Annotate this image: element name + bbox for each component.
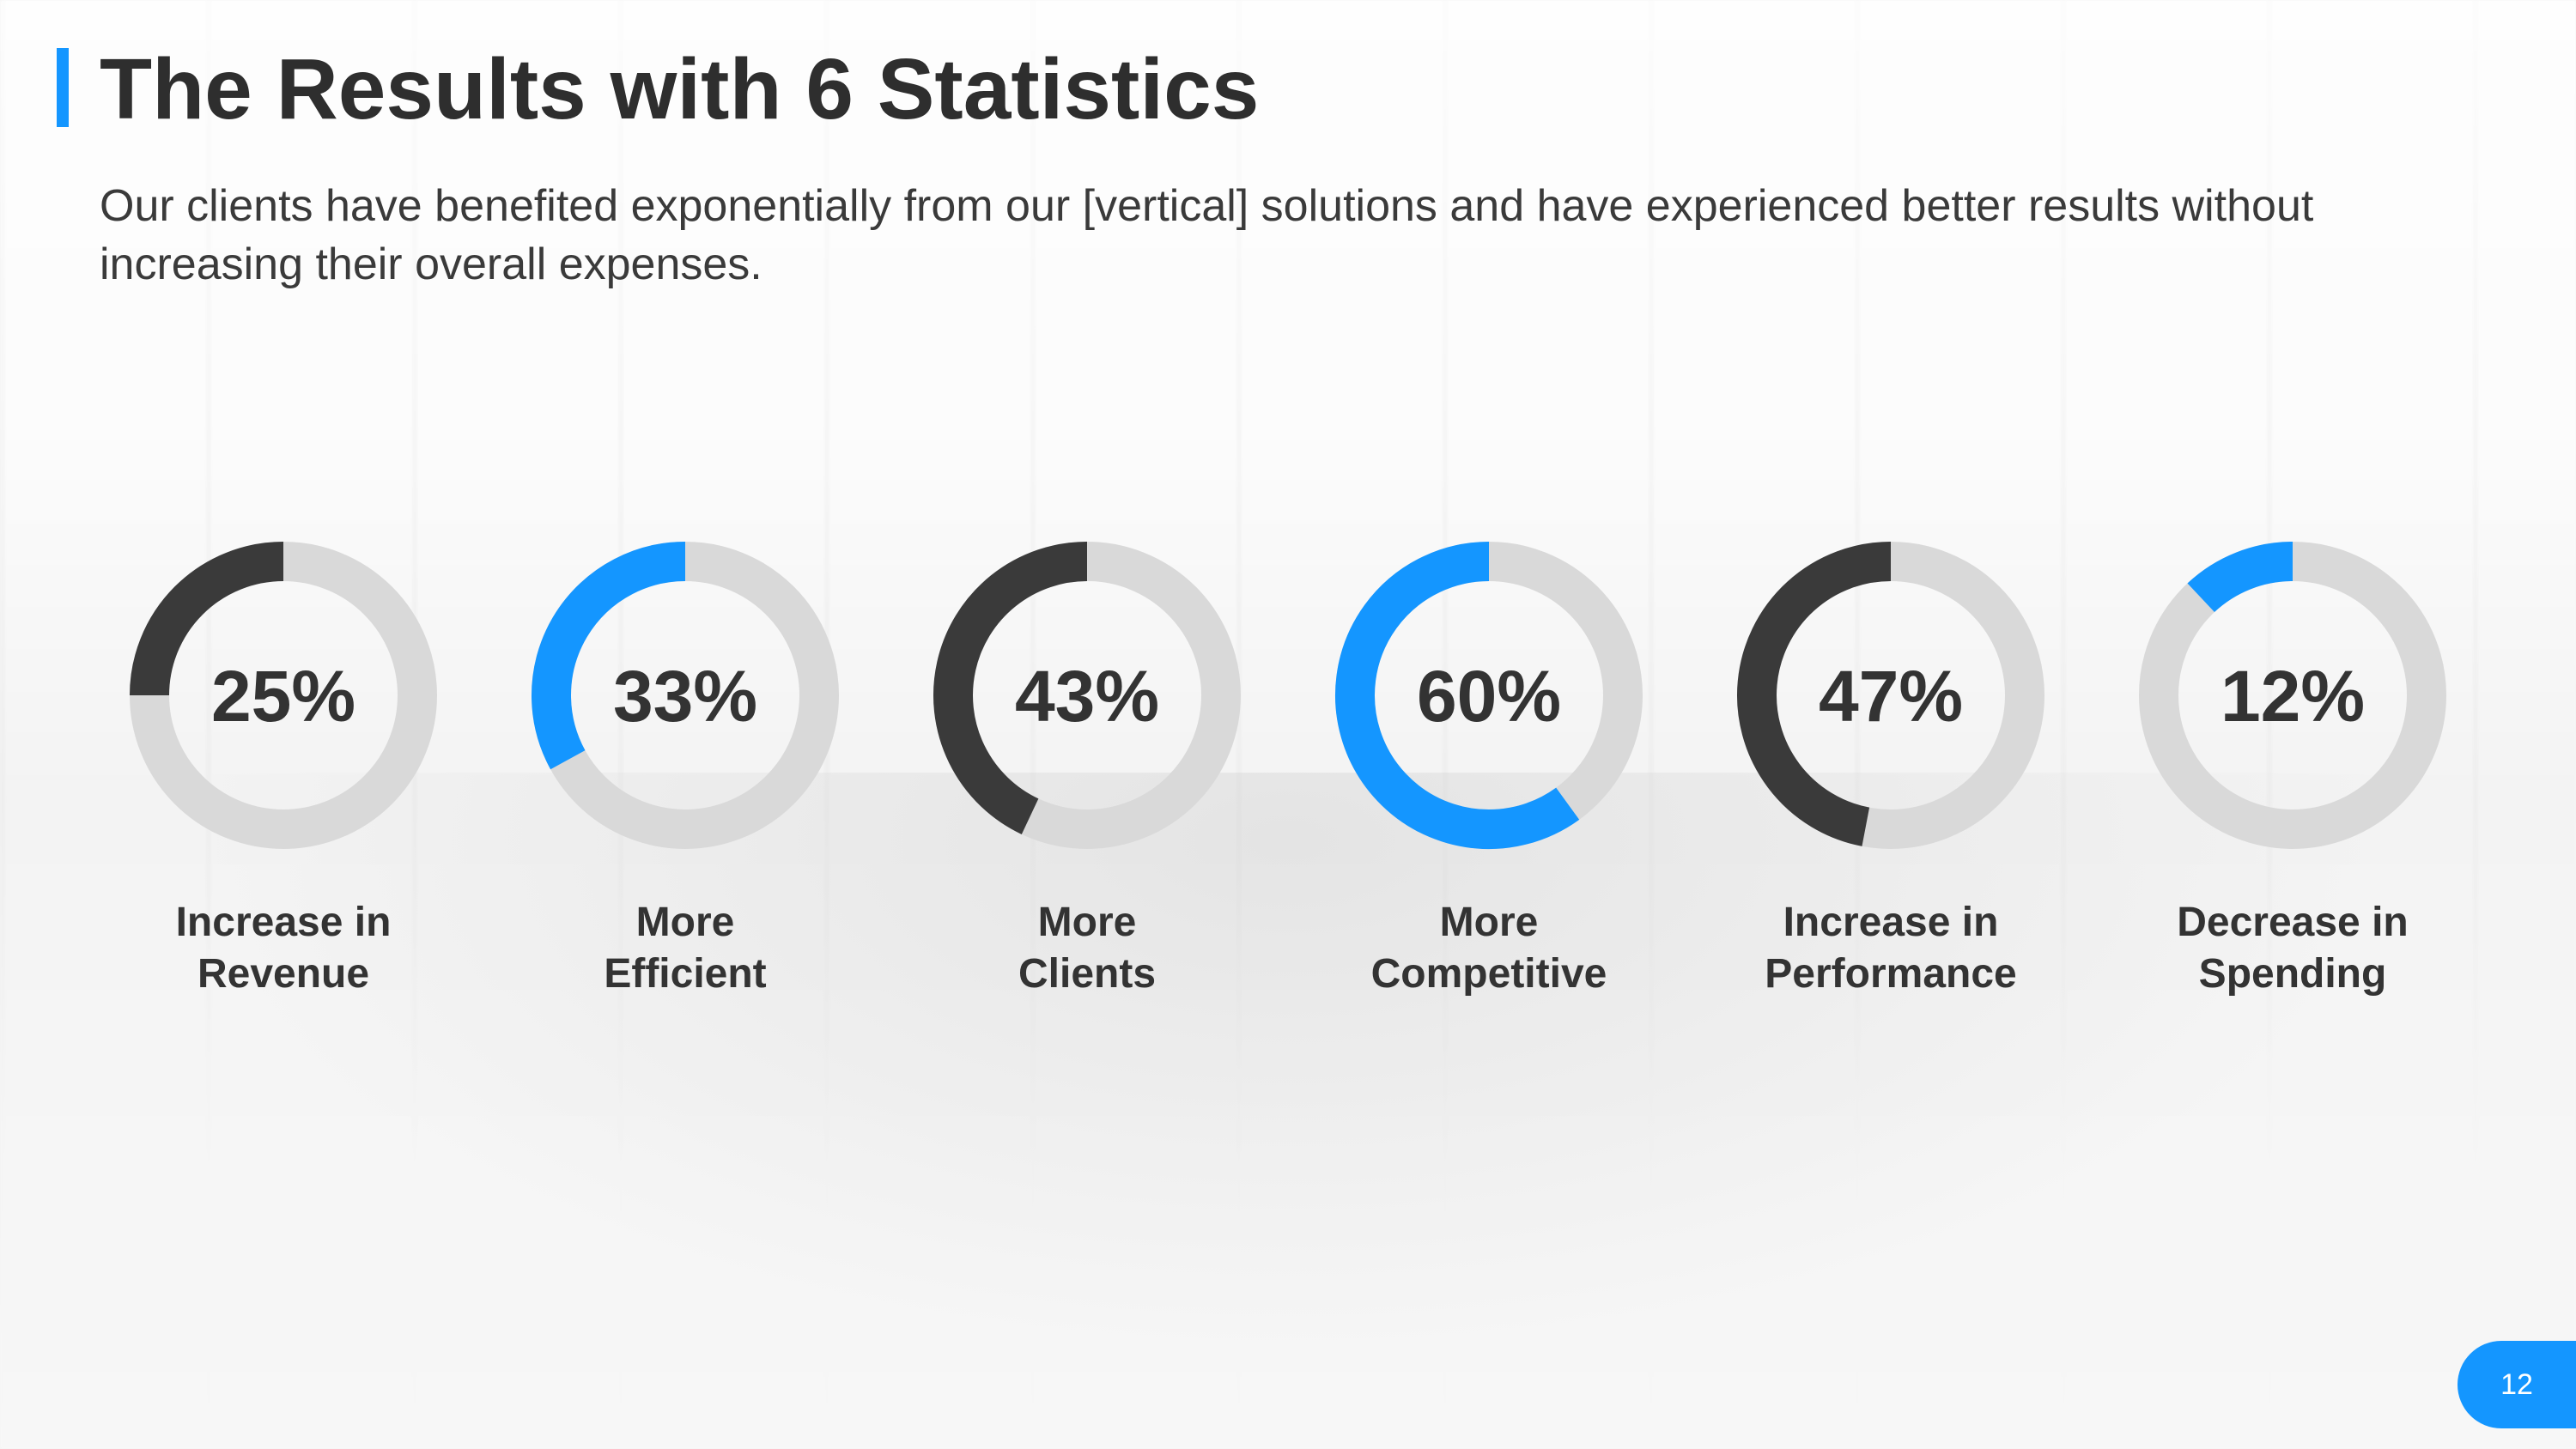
- stat-label: More Efficient: [513, 897, 857, 1000]
- donut-3: [933, 542, 1241, 849]
- stat-value: 33%: [612, 656, 758, 737]
- slide-title: The Results with 6 Statistics: [100, 41, 1260, 137]
- page-number-badge: 12: [2458, 1341, 2576, 1428]
- donut-arc: [2187, 542, 2293, 613]
- stat-value: 12%: [2220, 656, 2366, 737]
- stat-value: 25%: [210, 656, 356, 737]
- stat-label-line2: Competitive: [1370, 951, 1607, 997]
- stat-value: 60%: [1416, 656, 1562, 737]
- donut-1: [130, 542, 437, 849]
- stat-label: Decrease in Spending: [2121, 897, 2464, 1000]
- title-accent-bar: [57, 48, 69, 127]
- stat-3: 43% More Clients: [915, 541, 1259, 1022]
- donut-4: [1335, 542, 1643, 849]
- slide-subtitle: Our clients have benefited exponentially…: [100, 181, 2314, 289]
- stat-1: 25% Increase in Revenue: [112, 541, 455, 1022]
- stat-6: 12% Decrease in Spending: [2121, 541, 2464, 1022]
- stat-label-line1: More: [635, 900, 735, 945]
- donut-arc: [1335, 542, 1580, 849]
- stat-label-line1: Increase in: [1783, 900, 1999, 945]
- background-floor: [0, 773, 2576, 1449]
- stat-label: Increase in Revenue: [112, 897, 455, 1000]
- donut-arc: [532, 542, 686, 770]
- stat-label-line2: Performance: [1765, 951, 2017, 997]
- stat-label: More Competitive: [1317, 897, 1661, 1000]
- stat-label-line2: Efficient: [604, 951, 767, 997]
- stat-label: More Clients: [915, 897, 1259, 1000]
- stat-4: 60% More Competitive: [1317, 541, 1661, 1022]
- donut-5: [1737, 542, 2044, 849]
- donut-arc: [1737, 542, 1892, 846]
- stat-value: 43%: [1014, 656, 1160, 737]
- stat-label-line2: Revenue: [197, 951, 370, 997]
- donut-arc: [130, 542, 284, 696]
- stat-2: 33% More Efficient: [513, 541, 857, 1022]
- donut-arc: [933, 542, 1088, 834]
- stat-label-line1: More: [1439, 900, 1539, 945]
- stat-value: 47%: [1818, 656, 1964, 737]
- stat-label: Increase in Performance: [1719, 897, 2063, 1000]
- stat-label-line1: Increase in: [175, 900, 392, 945]
- stat-5: 47% Increase in Performance: [1719, 541, 2063, 1022]
- donut-2: [532, 542, 839, 849]
- stat-label-line2: Spending: [2198, 951, 2387, 997]
- stat-label-line1: Decrease in: [2177, 900, 2409, 945]
- donut-6: [2139, 542, 2446, 849]
- stat-label-line2: Clients: [1018, 951, 1157, 997]
- stat-label-line1: More: [1037, 900, 1137, 945]
